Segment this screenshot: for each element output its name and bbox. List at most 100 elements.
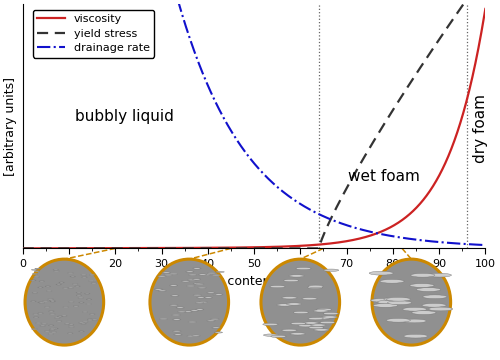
Ellipse shape (38, 302, 44, 303)
Ellipse shape (188, 274, 197, 275)
Ellipse shape (39, 302, 45, 303)
Ellipse shape (212, 275, 220, 276)
Ellipse shape (45, 286, 51, 287)
Ellipse shape (196, 283, 204, 285)
Ellipse shape (68, 333, 73, 334)
Ellipse shape (372, 259, 450, 345)
Ellipse shape (53, 269, 59, 270)
Ellipse shape (187, 336, 196, 337)
Ellipse shape (48, 333, 54, 334)
Ellipse shape (308, 286, 323, 289)
Ellipse shape (174, 334, 182, 335)
Ellipse shape (213, 294, 222, 296)
Ellipse shape (369, 271, 394, 275)
Ellipse shape (192, 335, 200, 336)
Ellipse shape (212, 327, 220, 328)
Ellipse shape (38, 313, 43, 314)
X-axis label: air content [%]: air content [%] (207, 274, 301, 287)
Ellipse shape (39, 281, 44, 282)
Ellipse shape (188, 279, 196, 280)
Ellipse shape (198, 287, 206, 288)
Ellipse shape (172, 314, 180, 316)
Ellipse shape (370, 298, 395, 302)
Ellipse shape (35, 268, 40, 269)
Ellipse shape (388, 301, 412, 305)
Ellipse shape (304, 322, 319, 324)
Y-axis label: [arbitrary units]: [arbitrary units] (4, 77, 17, 176)
Ellipse shape (78, 302, 84, 303)
Ellipse shape (282, 297, 297, 299)
Ellipse shape (207, 320, 215, 321)
Ellipse shape (298, 325, 314, 327)
Ellipse shape (412, 311, 436, 315)
Ellipse shape (204, 297, 212, 298)
Ellipse shape (178, 311, 186, 312)
Ellipse shape (164, 274, 172, 276)
Ellipse shape (170, 285, 178, 286)
Ellipse shape (92, 319, 98, 320)
Ellipse shape (271, 335, 286, 338)
Ellipse shape (320, 321, 335, 324)
Ellipse shape (82, 321, 88, 322)
Ellipse shape (308, 285, 324, 288)
Ellipse shape (50, 314, 55, 315)
Ellipse shape (313, 310, 328, 312)
Ellipse shape (386, 297, 410, 301)
Ellipse shape (308, 327, 324, 329)
Ellipse shape (170, 273, 178, 275)
Ellipse shape (154, 289, 162, 290)
Ellipse shape (51, 332, 57, 333)
Ellipse shape (68, 273, 73, 274)
Ellipse shape (150, 259, 228, 345)
Ellipse shape (199, 302, 207, 303)
Ellipse shape (427, 273, 452, 277)
Ellipse shape (33, 314, 38, 315)
Ellipse shape (32, 292, 38, 293)
Ellipse shape (196, 309, 204, 310)
Ellipse shape (410, 284, 434, 287)
Ellipse shape (90, 319, 96, 320)
Ellipse shape (293, 311, 308, 314)
Ellipse shape (162, 272, 170, 273)
Ellipse shape (48, 299, 54, 300)
Ellipse shape (30, 280, 36, 281)
Ellipse shape (158, 290, 166, 291)
Ellipse shape (193, 294, 202, 296)
Ellipse shape (182, 281, 190, 282)
Ellipse shape (76, 295, 82, 296)
Ellipse shape (160, 318, 168, 320)
Ellipse shape (50, 301, 56, 302)
Ellipse shape (68, 301, 74, 302)
Ellipse shape (261, 259, 340, 345)
Ellipse shape (158, 276, 166, 277)
Ellipse shape (277, 304, 292, 306)
Ellipse shape (410, 273, 435, 277)
Ellipse shape (170, 295, 179, 296)
Ellipse shape (48, 325, 54, 326)
Ellipse shape (380, 279, 404, 283)
Ellipse shape (48, 311, 54, 312)
Ellipse shape (186, 271, 194, 272)
Ellipse shape (68, 287, 73, 288)
Ellipse shape (87, 319, 93, 320)
Ellipse shape (80, 323, 86, 324)
Ellipse shape (82, 277, 87, 278)
Ellipse shape (402, 319, 426, 323)
Text: dry foam: dry foam (473, 94, 488, 163)
Ellipse shape (402, 307, 427, 311)
Ellipse shape (428, 307, 453, 311)
Ellipse shape (378, 300, 402, 304)
Ellipse shape (90, 314, 95, 315)
Ellipse shape (324, 269, 339, 271)
Ellipse shape (34, 271, 40, 272)
Ellipse shape (82, 311, 88, 312)
Ellipse shape (192, 279, 201, 280)
Ellipse shape (84, 293, 90, 294)
Ellipse shape (188, 321, 196, 323)
Ellipse shape (58, 316, 63, 317)
Ellipse shape (25, 259, 103, 345)
Ellipse shape (50, 300, 55, 301)
Ellipse shape (59, 282, 64, 283)
Ellipse shape (56, 284, 62, 285)
Ellipse shape (64, 323, 70, 324)
